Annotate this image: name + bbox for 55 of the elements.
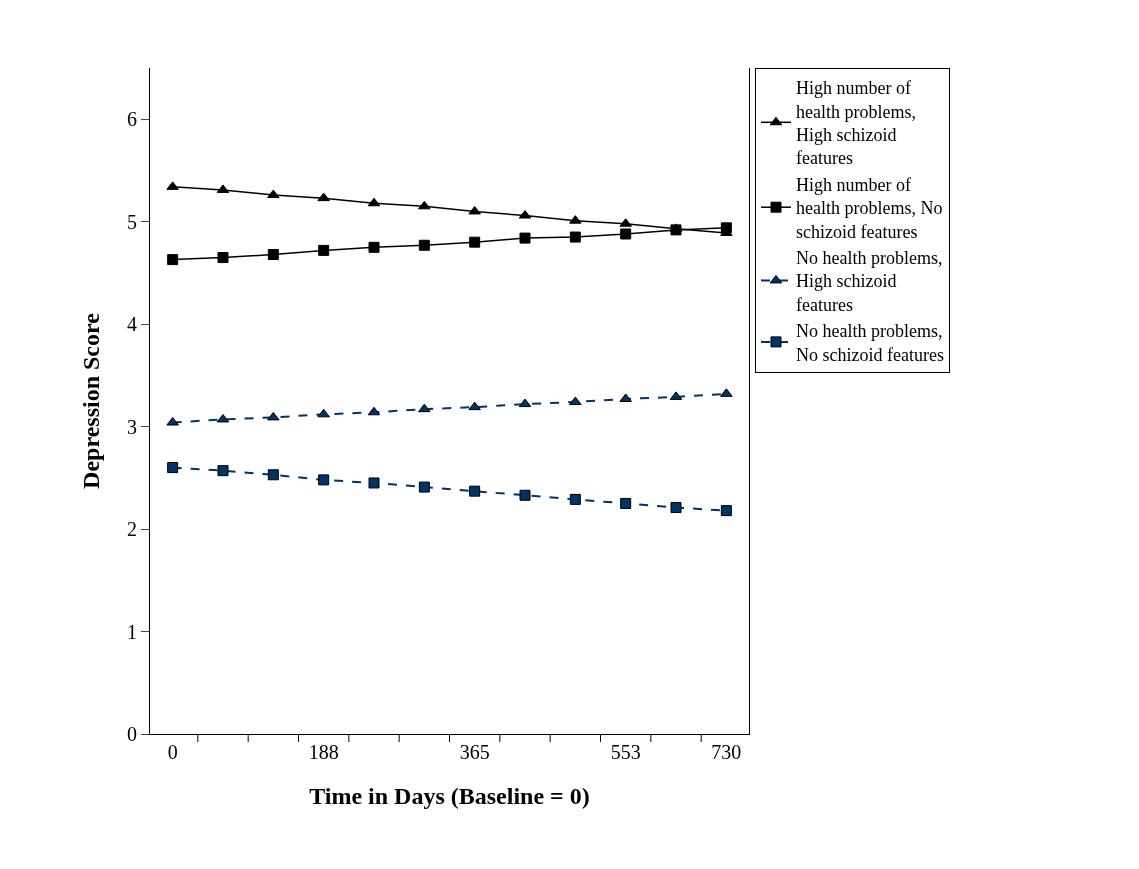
x-tick-label: 365 [459, 741, 490, 763]
point [720, 505, 732, 517]
point [318, 474, 330, 486]
point [267, 248, 279, 260]
point [519, 232, 531, 244]
legend-label: High number of health problems, No schizoid features [795, 174, 943, 242]
point [217, 465, 229, 477]
y-tick-label: 2 [127, 518, 137, 541]
y-tick-label: 6 [127, 108, 137, 131]
point [318, 244, 330, 256]
point [418, 239, 430, 251]
point [167, 254, 179, 266]
point [569, 493, 581, 505]
point [468, 205, 481, 215]
point [469, 236, 481, 248]
point [368, 241, 380, 253]
y-tick-label: 3 [127, 415, 137, 438]
point [620, 497, 632, 509]
point [367, 197, 381, 207]
x-axis-title: Time in Days (Baseline = 0) [309, 783, 590, 810]
point [670, 502, 682, 514]
point [418, 403, 431, 413]
x-tick-label: 730 [711, 741, 742, 763]
point [167, 462, 179, 474]
legend-label: High number of health problems, High schizoid features [795, 78, 916, 169]
point [469, 485, 481, 497]
x-tick-label: 188 [308, 741, 339, 763]
point [670, 224, 682, 236]
point [518, 398, 532, 408]
point [569, 231, 581, 243]
point [267, 411, 280, 421]
point [418, 200, 431, 210]
point [620, 228, 632, 240]
legend-label: No health problems, High schizoid features [795, 248, 943, 315]
point [418, 481, 430, 493]
point [720, 222, 732, 234]
point [267, 469, 279, 481]
point [368, 477, 380, 489]
point [216, 413, 230, 423]
point [569, 396, 582, 406]
point [468, 401, 481, 411]
point [367, 406, 381, 416]
y-tick-label: 5 [127, 210, 137, 233]
point [217, 252, 229, 264]
point [519, 489, 531, 501]
x-tick-label: 553 [610, 741, 641, 763]
point [317, 192, 330, 202]
point [267, 189, 280, 199]
y-tick-label: 0 [127, 723, 137, 745]
x-tick-label: 0 [167, 741, 178, 763]
legend-label: No health problems, No schizoid features [795, 321, 944, 365]
y-axis-title: Depression Score [78, 312, 105, 489]
y-tick-label: 4 [127, 313, 137, 336]
y-tick-label: 1 [127, 620, 137, 643]
point [317, 408, 330, 418]
